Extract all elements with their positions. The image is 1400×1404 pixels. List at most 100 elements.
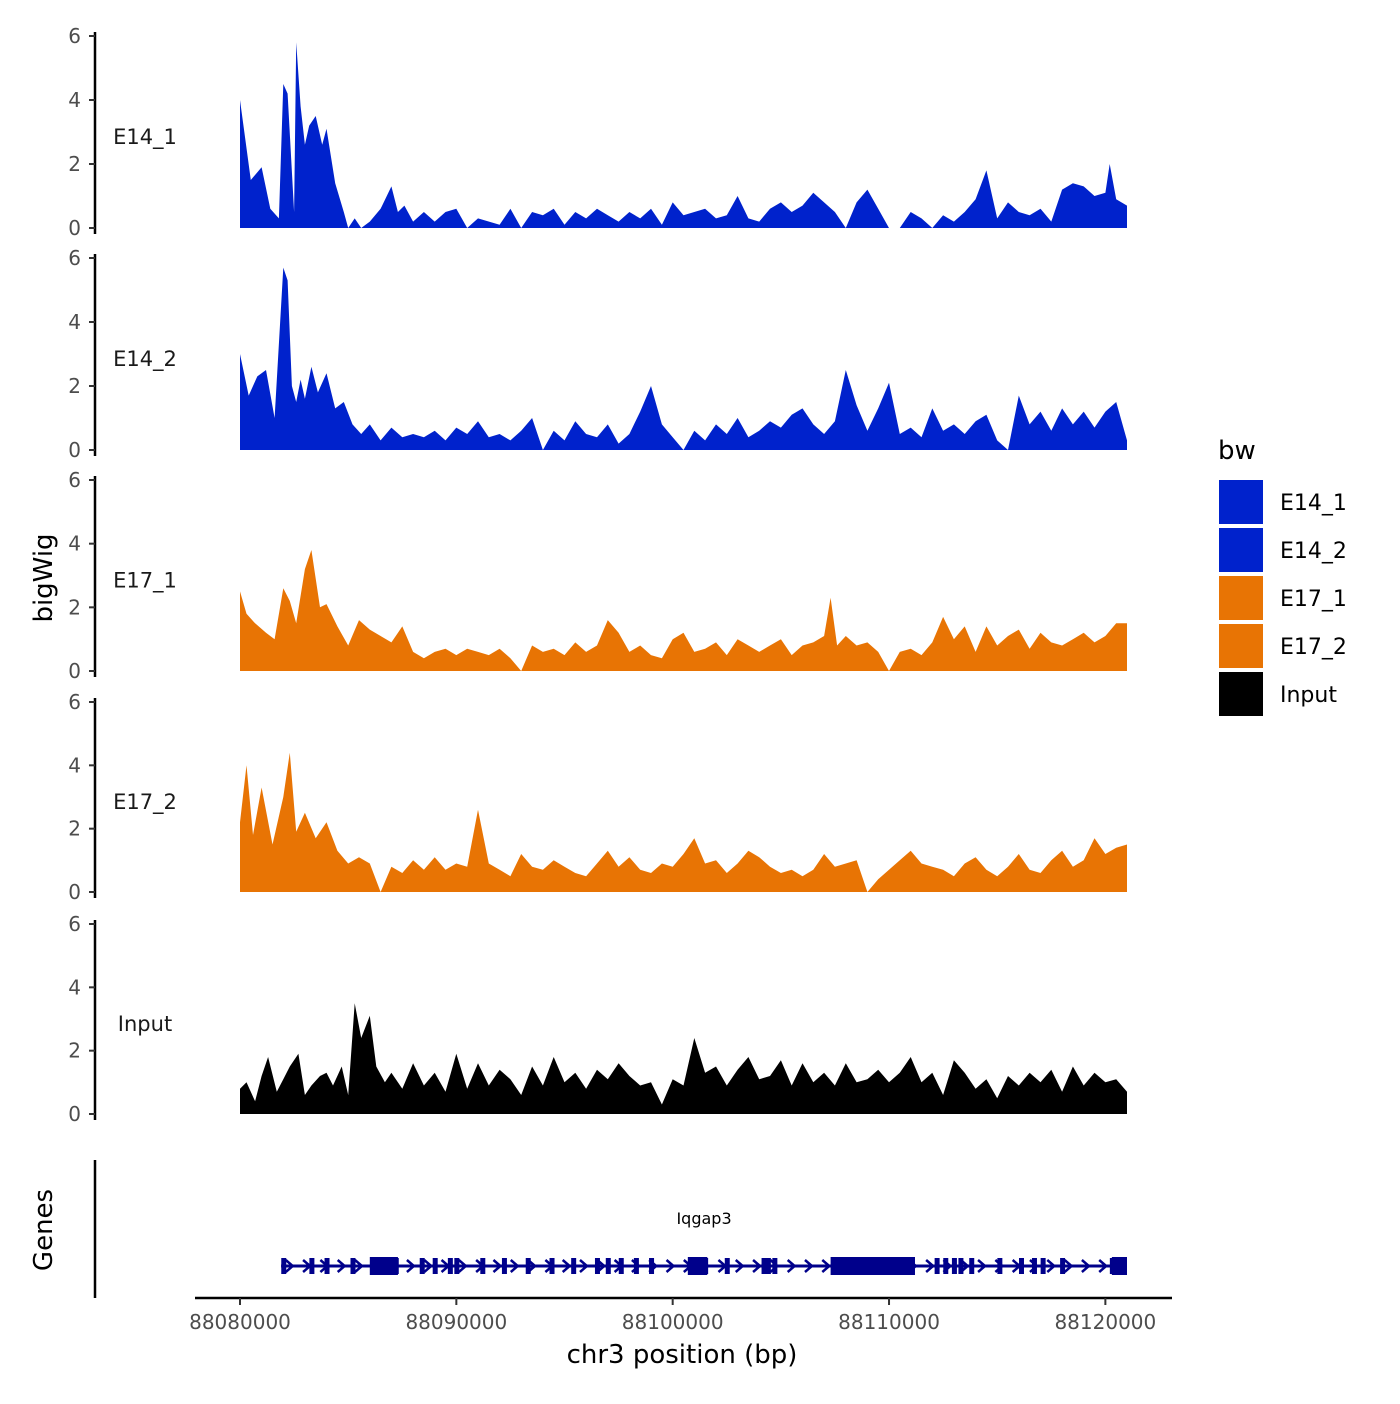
exon-block [480, 1258, 486, 1274]
legend-item-e14-1: E14_1 [1217, 478, 1347, 526]
legend: bw E14_1 E14_2 E17_1 E17_2 Input [1217, 436, 1347, 718]
y-tick-label: 2 [68, 595, 81, 619]
track-e17-2: 0 2 4 6 E17_2 [68, 690, 1127, 904]
legend-swatch [1217, 670, 1265, 718]
y-tick-label: 4 [68, 310, 81, 334]
strand-arrow [1046, 1259, 1057, 1273]
legend-label: Input [1280, 683, 1337, 708]
strand-arrow [354, 1259, 364, 1273]
x-tick-label: 88100000 [622, 1310, 724, 1334]
track-e17-1: 0 2 4 6 E17_1 [68, 468, 1127, 683]
bigwig-tracks: 0 2 4 6 E14_1 0 2 4 6 E14_2 0 2 4 6 E17_1 0 2 4 6 E17_2 0 2 4 6… [68, 24, 1127, 1126]
exon-block [1018, 1258, 1024, 1274]
track-label: E14_2 [113, 347, 177, 372]
track-label: E17_2 [113, 790, 177, 815]
coverage-area [240, 752, 1127, 892]
exon-block [1060, 1258, 1066, 1274]
exon-block [724, 1258, 730, 1274]
exon-block [501, 1258, 507, 1274]
coverage-area [240, 1003, 1127, 1114]
strand-arrow [1098, 1259, 1109, 1273]
y-tick-label: 0 [68, 880, 81, 904]
y-tick-label: 6 [68, 690, 81, 714]
exon-block [594, 1258, 600, 1274]
track-label: Input [118, 1012, 172, 1036]
strand-arrow [1081, 1259, 1091, 1273]
exon-block [281, 1258, 287, 1274]
strand-arrow [1063, 1259, 1074, 1273]
y-tick-label: 2 [68, 374, 81, 398]
exon-block [943, 1258, 949, 1274]
genes-panel: Iqgap3 [93, 1160, 1127, 1298]
strand-arrow [423, 1259, 434, 1273]
exon-block [525, 1258, 531, 1274]
strand-arrow [925, 1259, 936, 1273]
strand-arrow [458, 1259, 468, 1273]
legend-swatch [1217, 574, 1265, 622]
strand-arrow [786, 1259, 797, 1273]
legend-swatch [1217, 622, 1265, 670]
x-tick-label: 88110000 [838, 1310, 940, 1334]
legend-label: E17_2 [1280, 635, 1347, 660]
exon-block [969, 1258, 975, 1274]
exon-block [571, 1258, 577, 1274]
legend-label: E17_1 [1280, 587, 1347, 612]
strand-arrow [284, 1259, 295, 1273]
legend-label: E14_1 [1280, 491, 1347, 516]
gene-name-label: Iqgap3 [676, 1209, 731, 1228]
y-tick-label: 4 [68, 532, 81, 556]
y-tick-label: 2 [68, 152, 81, 176]
genes-axis-title: Genes [29, 1189, 59, 1271]
exon-block [432, 1258, 438, 1274]
legend-swatch [1217, 478, 1265, 526]
exon-block [324, 1258, 330, 1274]
y-tick-label: 4 [68, 975, 81, 999]
y-tick-label: 0 [68, 438, 81, 462]
exon-block [1040, 1258, 1046, 1274]
y-tick-label: 4 [68, 753, 81, 777]
y-axis-title: bigWig [29, 533, 59, 622]
track-label: E14_1 [113, 125, 177, 150]
exon-block [772, 1258, 778, 1274]
y-tick-label: 6 [68, 246, 81, 270]
coverage-area [240, 42, 1127, 229]
y-tick-label: 6 [68, 24, 81, 48]
legend-item-e17-2: E17_2 [1217, 622, 1347, 670]
track-input: 0 2 4 6 Input [68, 912, 1127, 1126]
exon-block [419, 1258, 425, 1274]
x-axis-title: chr3 position (bp) [567, 1340, 798, 1370]
exon-block [951, 1258, 957, 1274]
exon-block [309, 1258, 315, 1274]
legend-item-e17-1: E17_1 [1217, 574, 1347, 622]
strand-arrow [734, 1259, 745, 1273]
exon-block [765, 1258, 771, 1274]
exon-block [830, 1257, 915, 1275]
strand-arrow [752, 1259, 762, 1273]
strand-arrow [804, 1259, 814, 1273]
exon-block [447, 1258, 453, 1274]
x-axis: 88080000 88090000 88100000 88110000 88120000 [189, 1296, 1172, 1334]
coverage-area [240, 550, 1127, 671]
exon-block [1111, 1257, 1127, 1275]
strand-arrow [492, 1259, 503, 1273]
strand-arrow [821, 1259, 832, 1273]
legend-title: bw [1218, 436, 1256, 466]
strand-arrow [561, 1259, 572, 1273]
track-e14-2: 0 2 4 6 E14_2 [68, 246, 1127, 462]
y-tick-label: 0 [68, 216, 81, 240]
y-tick-label: 0 [68, 659, 81, 683]
strand-arrow [336, 1259, 347, 1273]
y-tick-label: 0 [68, 1102, 81, 1126]
legend-swatch [1217, 526, 1265, 574]
exon-block [958, 1258, 964, 1274]
y-tick-label: 6 [68, 912, 81, 936]
strand-arrow [406, 1259, 416, 1273]
exon-block [687, 1257, 708, 1275]
legend-item-input: Input [1217, 670, 1337, 718]
legend-item-e14-2: E14_2 [1217, 526, 1347, 574]
y-tick-label: 6 [68, 468, 81, 492]
exon-block [649, 1258, 655, 1274]
exon-block [633, 1258, 639, 1274]
